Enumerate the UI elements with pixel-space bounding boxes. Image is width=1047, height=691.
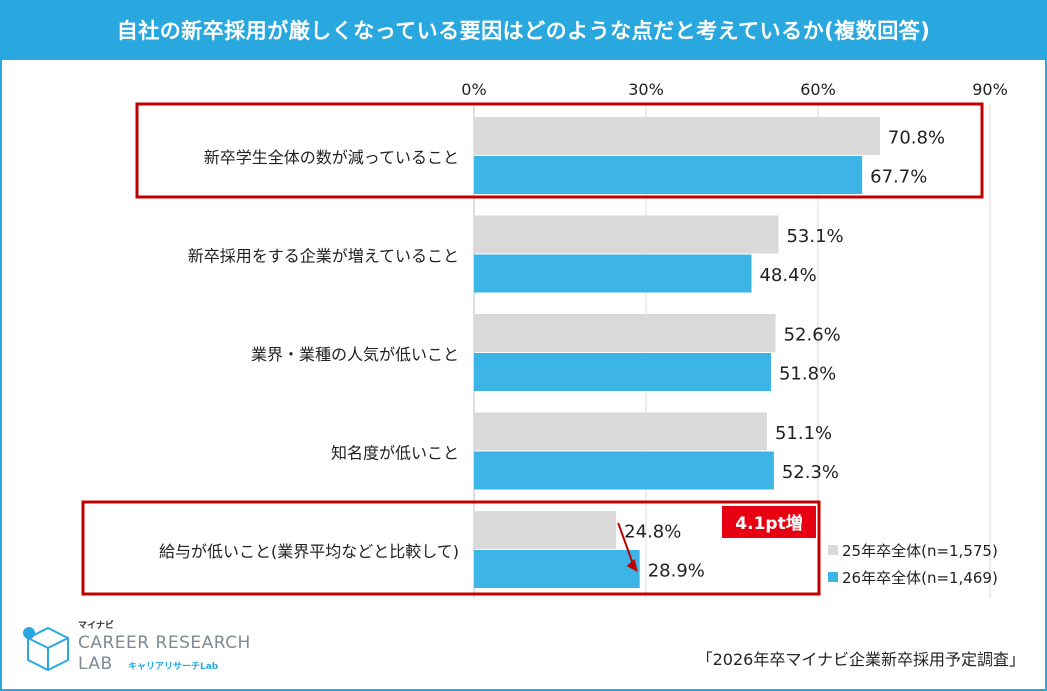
logo-lab-text: LAB bbox=[78, 654, 113, 674]
bar bbox=[474, 156, 863, 194]
data-label: 70.8% bbox=[888, 128, 945, 149]
logo-sub-text: キャリアリサーチLab bbox=[128, 662, 219, 672]
bar bbox=[474, 511, 617, 549]
data-label: 52.6% bbox=[784, 325, 841, 346]
source-note: 「2026年卒マイナビ企業新卒採用予定調査」 bbox=[696, 650, 1025, 669]
legend-swatch bbox=[828, 572, 838, 582]
bar bbox=[474, 550, 640, 588]
chart-title: 自社の新卒採用が厳しくなっている要因はどのような点だと考えているか(複数回答) bbox=[0, 0, 1047, 60]
data-label: 67.7% bbox=[870, 167, 927, 188]
bar bbox=[474, 254, 752, 293]
legend-label: 25年卒全体(n=1,575) bbox=[842, 542, 998, 560]
annotation-badge bbox=[722, 506, 816, 538]
category-label: 知名度が低いこと bbox=[331, 444, 459, 463]
legend-swatch bbox=[828, 545, 838, 555]
bar bbox=[474, 117, 880, 155]
logo-brand-text: マイナビ bbox=[78, 621, 114, 631]
data-label: 48.4% bbox=[759, 265, 816, 286]
annotation-text: 4.1pt増 bbox=[735, 513, 802, 534]
legend-label: 26年卒全体(n=1,469) bbox=[842, 569, 998, 587]
bar bbox=[474, 215, 779, 254]
x-tick-label: 0% bbox=[461, 80, 486, 99]
logo-main-text: CAREER RESEARCH bbox=[78, 633, 251, 653]
increase-arrow-head bbox=[626, 559, 638, 572]
cube-logo-icon bbox=[23, 626, 69, 672]
category-label: 業界・業種の人気が低いこと bbox=[251, 345, 459, 364]
x-tick-label: 90% bbox=[972, 80, 1008, 99]
category-label: 新卒学生全体の数が減っていること bbox=[204, 148, 459, 167]
data-label: 53.1% bbox=[786, 226, 843, 247]
data-label: 51.1% bbox=[775, 423, 832, 444]
data-label: 28.9% bbox=[648, 561, 705, 582]
x-tick-label: 30% bbox=[628, 80, 664, 99]
highlight-box bbox=[135, 102, 984, 199]
bar bbox=[474, 314, 776, 352]
data-label: 52.3% bbox=[782, 462, 839, 483]
career-research-lab-logo bbox=[20, 618, 260, 678]
bar bbox=[474, 412, 767, 451]
category-label: 給与が低いこと(業界平均などと比較して) bbox=[159, 542, 459, 561]
category-label: 新卒採用をする企業が増えていること bbox=[188, 247, 459, 266]
increase-arrow bbox=[617, 522, 635, 567]
data-label: 51.8% bbox=[779, 364, 836, 385]
bar bbox=[474, 451, 774, 490]
bar bbox=[474, 353, 771, 391]
highlight-box bbox=[81, 500, 821, 596]
data-label: 24.8% bbox=[624, 522, 681, 543]
x-tick-label: 60% bbox=[800, 80, 836, 99]
